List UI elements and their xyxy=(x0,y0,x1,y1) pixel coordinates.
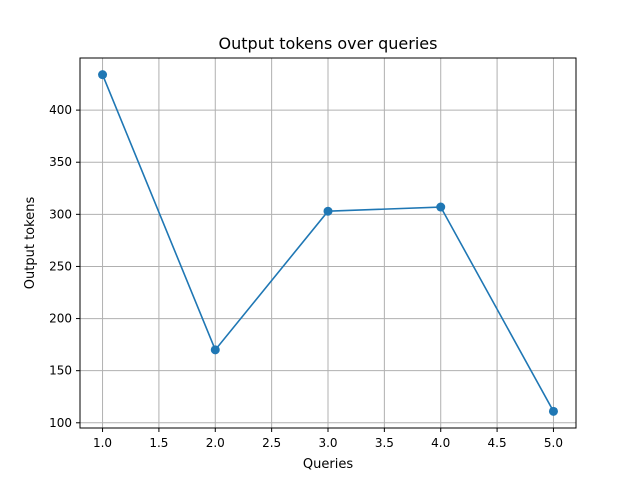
x-axis-label: Queries xyxy=(303,457,353,472)
y-tick-label: 250 xyxy=(49,259,72,273)
y-tick-label: 350 xyxy=(49,155,72,169)
data-point xyxy=(210,345,220,355)
y-tick-label: 300 xyxy=(49,207,72,221)
x-tick-label: 3.0 xyxy=(318,436,337,450)
grid xyxy=(80,58,576,428)
x-tick-label: 2.0 xyxy=(206,436,225,450)
x-tick-label: 2.5 xyxy=(262,436,281,450)
y-tick-label: 150 xyxy=(49,364,72,378)
x-tick-label: 4.5 xyxy=(488,436,507,450)
y-tick-label: 100 xyxy=(49,416,72,430)
data-point xyxy=(323,206,333,216)
series-layer xyxy=(98,70,558,416)
x-tick-label: 1.5 xyxy=(149,436,168,450)
chart-title: Output tokens over queries xyxy=(219,34,438,53)
y-axis-label: Output tokens xyxy=(23,197,38,290)
y-tick-label: 200 xyxy=(49,312,72,326)
x-tick-label: 4.0 xyxy=(431,436,450,450)
data-point xyxy=(98,70,108,80)
x-tick-label: 3.5 xyxy=(375,436,394,450)
x-tick-label: 1.0 xyxy=(93,436,112,450)
data-point xyxy=(548,406,558,416)
x-tick-label: 5.0 xyxy=(544,436,563,450)
y-tick-label: 400 xyxy=(49,103,72,117)
axis-ticks: 1.0 1.5 2.0 2.5 3.0 3.5 4.0 4.5 5.0 100 150 200 250 3… xyxy=(49,103,563,450)
data-point xyxy=(436,202,446,212)
